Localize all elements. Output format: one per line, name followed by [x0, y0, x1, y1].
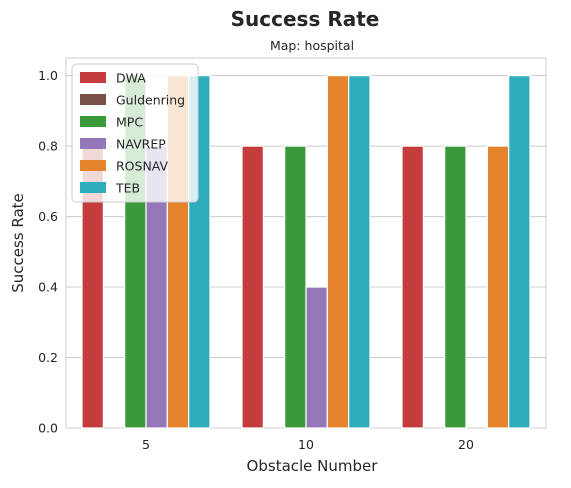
legend-label-navrep: NAVREP: [116, 137, 166, 152]
chart-subtitle: Map: hospital: [270, 38, 354, 53]
bar-mpc-10: [284, 145, 307, 429]
y-tick-label: 0.4: [38, 280, 58, 295]
x-tick-label: 10: [298, 437, 314, 452]
bar-mpc-20: [444, 145, 467, 429]
bar-dwa-20: [401, 145, 424, 429]
legend-swatch-guldenring: [80, 94, 106, 105]
y-tick-label: 0.6: [38, 209, 58, 224]
y-tick-label: 1.0: [38, 68, 58, 83]
bar-navrep-10: [305, 286, 328, 429]
legend-swatch-mpc: [80, 116, 106, 127]
chart-title: Success Rate: [231, 7, 380, 31]
legend-swatch-teb: [80, 182, 106, 193]
legend: DWA Guldenring MPC NAVREP ROSNAV TEB: [71, 63, 199, 203]
bar-teb-20: [508, 75, 531, 429]
legend-label-dwa: DWA: [116, 71, 146, 86]
legend-label-rosnav: ROSNAV: [116, 159, 169, 174]
x-tick-label: 5: [142, 437, 150, 452]
bar-rosnav-10: [326, 75, 350, 429]
legend-label-teb: TEB: [115, 181, 140, 196]
legend-label-mpc: MPC: [116, 115, 143, 130]
legend-swatch-rosnav: [80, 160, 106, 171]
legend-label-guldenring: Guldenring: [116, 93, 185, 108]
legend-swatch-navrep: [80, 138, 106, 149]
y-tick-label: 0.0: [38, 421, 58, 436]
y-tick-labels: 0.0 0.2 0.4 0.6 0.8 1.0: [38, 68, 58, 435]
y-tick-label: 0.8: [38, 139, 58, 154]
bar-dwa-10: [241, 145, 264, 429]
x-tick-label: 20: [458, 437, 474, 452]
legend-swatch-dwa: [80, 72, 106, 83]
x-axis-label: Obstacle Number: [247, 457, 379, 475]
bar-teb-10: [348, 75, 371, 429]
bar-rosnav-20: [486, 145, 510, 429]
x-tick-labels: 5 10 20: [142, 437, 474, 452]
y-tick-label: 0.2: [38, 350, 58, 365]
y-axis-label: Success Rate: [9, 193, 27, 293]
